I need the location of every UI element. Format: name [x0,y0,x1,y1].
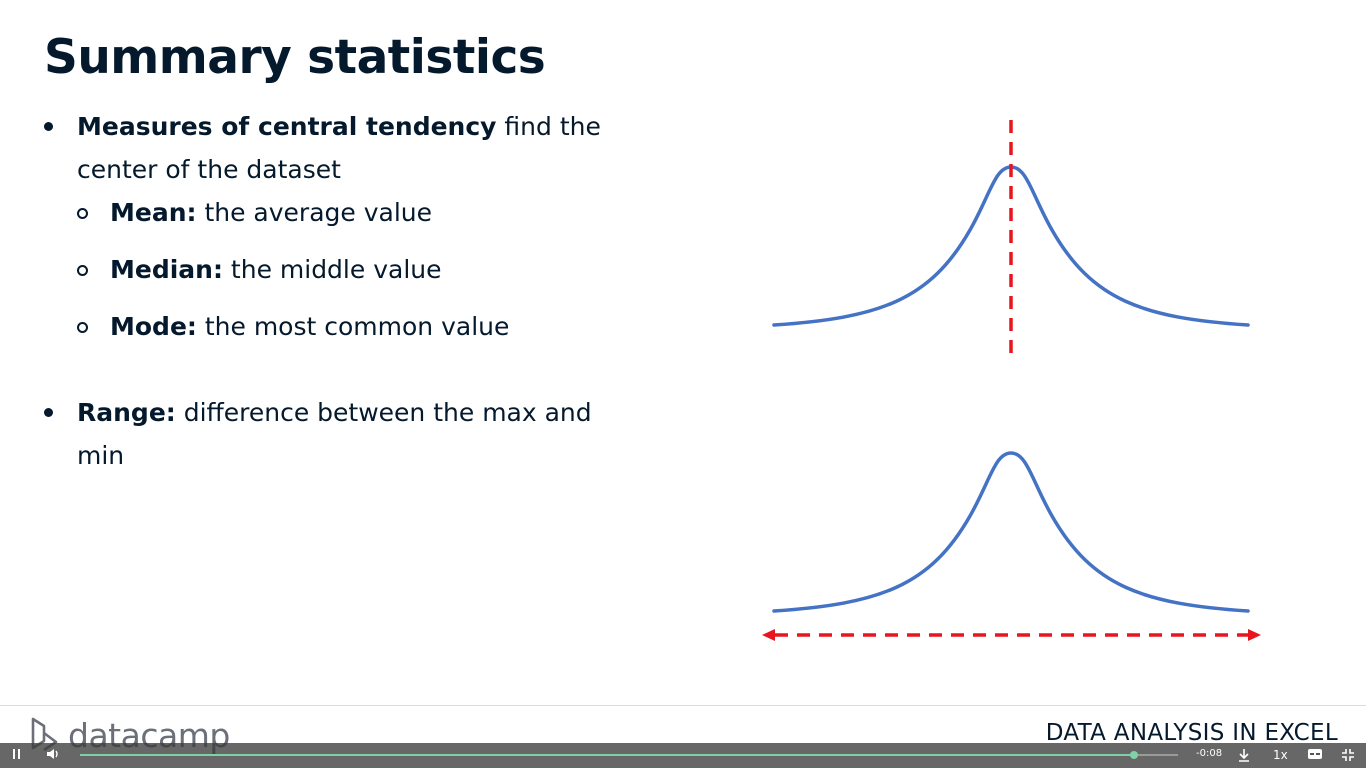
central-tendency-diagram [772,120,1250,355]
bullet-bold: Measures of central tendency [77,112,497,141]
sub-bullet-ring [77,265,88,276]
exit-fullscreen-icon[interactable] [1340,747,1356,768]
range-diagram [762,451,1261,641]
subitem-body: the middle value [222,255,442,284]
subitem-text: Mode: the most common value [110,305,509,348]
pause-icon[interactable] [11,747,23,766]
bullet-dot [44,408,53,417]
course-title: DATA ANALYSIS IN EXCEL [1045,720,1338,746]
captions-icon[interactable] [1307,747,1323,766]
bullet-text: Range: difference between the max and mi… [77,391,637,477]
bullet-bold: Range: [77,398,176,427]
distribution-curve [772,451,1250,613]
subitem-bold: Median: [110,255,223,284]
footer-divider [0,705,1366,706]
subitem-body: the most common value [196,312,510,341]
bullet-body: find the center of the dataset [77,112,601,184]
subitem-body: the average value [196,198,432,227]
slide-title: Summary statistics [44,30,546,85]
progress-fill [80,754,1135,756]
arrow-left-head [762,629,775,641]
sub-bullet-ring [77,208,88,219]
arrow-right-head [1248,629,1261,641]
subitem-bold: Mean: [110,198,197,227]
time-remaining: -0:08 [1196,748,1223,759]
download-icon[interactable] [1236,747,1252,768]
volume-icon[interactable] [45,747,61,766]
subitem-bold: Mode: [110,312,197,341]
subitem-text: Mean: the average value [110,191,432,234]
illustrations [762,120,1261,641]
playback-speed-button[interactable]: 1x [1273,748,1288,762]
progress-bar[interactable] [80,751,1178,759]
video-player-bar: -0:08 1x [0,743,1366,768]
bullet-body: difference between the max and min [77,398,592,470]
bullet-text: Measures of central tendency find the ce… [77,105,637,191]
progress-handle[interactable] [1130,751,1139,759]
sub-bullet-ring [77,322,88,333]
subitem-text: Median: the middle value [110,248,442,291]
bullet-dot [44,122,53,131]
